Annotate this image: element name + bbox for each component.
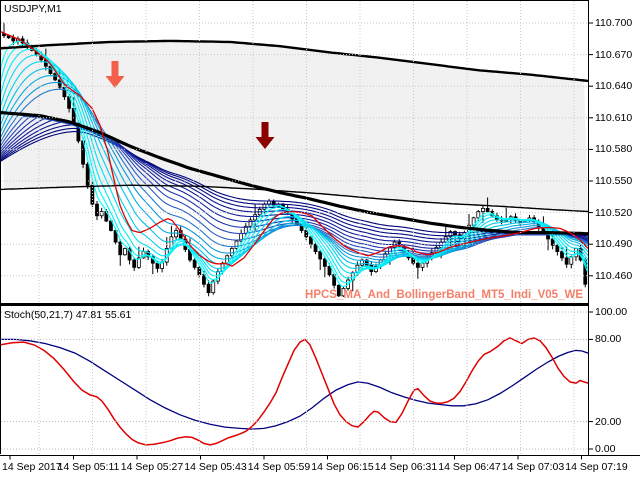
time-axis-label: 14 Sep 05:59 <box>247 461 311 473</box>
time-axis-label: 14 Sep 05:11 <box>57 461 120 473</box>
candle-body <box>555 244 560 252</box>
price-axis-label: 110.550 <box>595 175 633 187</box>
candle-body <box>336 284 341 297</box>
time-axis-label: 14 Sep 06:31 <box>374 461 438 473</box>
candle-body <box>420 262 425 268</box>
time-axis-label: 14 Sep 06:47 <box>438 461 501 473</box>
candle-body <box>99 211 104 217</box>
ma-fan-line <box>0 127 588 237</box>
ma-fan-line <box>0 44 588 284</box>
candle-body <box>11 37 16 42</box>
candle-body <box>155 262 160 269</box>
candle-body <box>192 259 197 268</box>
candle-body <box>85 163 90 186</box>
candle-body <box>211 280 216 294</box>
candle-body <box>313 243 318 252</box>
price-axis-label: 110.610 <box>595 111 633 124</box>
stoch-axis-label: 80.00 <box>595 333 622 346</box>
time-axis-label: 14 Sep 06:15 <box>311 461 374 473</box>
candle-body <box>234 240 239 249</box>
stoch-value-signal: 55.61 <box>105 309 132 321</box>
candle-body <box>136 257 141 268</box>
middle-band-bold-line <box>0 110 588 236</box>
upper-band-line <box>0 39 588 83</box>
candle-body <box>415 262 420 268</box>
candle-body <box>550 238 555 246</box>
candle-body <box>95 203 99 217</box>
pane-borders <box>0 0 640 456</box>
candle-body <box>304 230 309 238</box>
pane-separator <box>0 303 588 306</box>
candle-body <box>476 211 481 219</box>
stoch-main-line <box>0 337 588 446</box>
price-axis-label: 110.580 <box>595 143 633 156</box>
candle-body <box>322 258 327 267</box>
time-axis-label: 14 Sep 05:43 <box>184 461 247 473</box>
ma-fan-line <box>0 61 588 269</box>
stoch-axis-label: 100.00 <box>595 306 628 318</box>
candle-body <box>146 251 151 258</box>
candle-body <box>262 203 267 210</box>
candle-body <box>132 259 137 268</box>
price-axis-label: 110.640 <box>595 80 633 93</box>
price-axis-label: 110.670 <box>595 48 633 61</box>
red-ma-line <box>0 30 588 268</box>
candle-body <box>53 73 58 81</box>
stoch-indicator-label: Stoch(50,21,7) 47.81 55.61 <box>4 309 131 321</box>
price-axis-label: 110.700 <box>595 17 633 29</box>
time-axis-label: 14 Sep 07:19 <box>565 461 628 473</box>
ma-fan-line <box>0 88 588 258</box>
candle-body <box>318 251 323 260</box>
candle-body <box>206 283 211 294</box>
indicator-watermark-text: HPCS_MA_And_BollingerBand_MT5_Indi_V05_W… <box>305 289 583 301</box>
candle-body <box>109 220 113 231</box>
down-arrow-marker-1 <box>105 61 125 88</box>
time-axis-label: 14 Sep 2017 <box>2 461 62 473</box>
stoch-name: Stoch(50,21,7) <box>4 309 73 321</box>
candle-body <box>364 259 369 266</box>
candle-body <box>253 214 258 221</box>
price-axis-label: 110.520 <box>595 206 633 219</box>
symbol-period-label: USDJPY,M1 <box>4 3 62 15</box>
time-axis-label: 14 Sep 05:27 <box>120 461 184 473</box>
stoch-value-main: 47.81 <box>75 309 103 321</box>
candle-body <box>560 251 564 259</box>
candle-body <box>481 207 485 212</box>
main-price-pane[interactable] <box>0 22 588 298</box>
stoch-axis-label: 20.00 <box>595 415 622 428</box>
time-axis-label: 14 Sep 07:03 <box>501 461 565 473</box>
candle-body <box>202 274 206 285</box>
price-axis-label: 110.490 <box>595 238 633 251</box>
candle-body <box>248 219 253 227</box>
candle-body <box>448 231 453 238</box>
candle-body <box>229 248 234 257</box>
ma-fan-line <box>0 82 588 261</box>
candle-body <box>90 184 95 205</box>
ma-fan-line <box>0 67 588 266</box>
candle-body <box>564 257 569 265</box>
price-axis-label: 110.460 <box>595 269 633 282</box>
down-arrow-marker-2 <box>255 122 275 149</box>
lower-band-line <box>0 184 588 213</box>
candle-body <box>123 248 127 256</box>
candle-body <box>341 288 346 297</box>
candle-body <box>225 255 230 264</box>
grid <box>1 1 588 454</box>
candle-body <box>327 265 332 276</box>
stochastic-pane[interactable] <box>0 337 588 446</box>
bollinger-channel-fill <box>0 40 588 212</box>
candle-body <box>485 207 490 212</box>
stoch-axis-label: 0.00 <box>595 443 616 455</box>
candle-body <box>118 241 123 256</box>
